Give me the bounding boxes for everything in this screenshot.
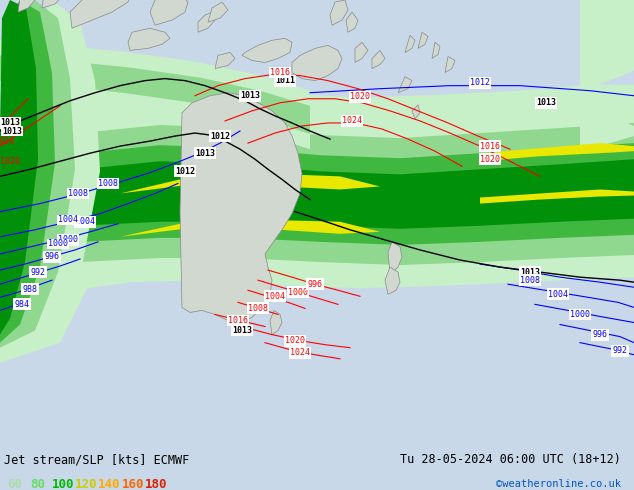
Polygon shape [0, 2, 100, 358]
Text: 1000: 1000 [58, 235, 78, 245]
Text: 1011: 1011 [275, 76, 295, 85]
Polygon shape [0, 123, 634, 275]
Text: 100: 100 [52, 478, 74, 490]
Polygon shape [372, 50, 385, 69]
Text: 1012: 1012 [470, 78, 490, 87]
Polygon shape [42, 0, 62, 8]
Polygon shape [70, 0, 130, 28]
Polygon shape [0, 0, 75, 348]
Text: 180: 180 [145, 478, 167, 490]
Polygon shape [292, 46, 342, 81]
Polygon shape [580, 0, 634, 151]
Text: 996: 996 [44, 252, 60, 262]
Text: 992: 992 [612, 346, 628, 355]
Text: ©weatheronline.co.uk: ©weatheronline.co.uk [496, 479, 621, 490]
Polygon shape [0, 159, 634, 239]
Text: 1000: 1000 [48, 240, 68, 248]
Text: 1013: 1013 [0, 119, 20, 127]
Polygon shape [150, 0, 188, 25]
Text: 1024: 1024 [290, 348, 310, 357]
Polygon shape [128, 28, 170, 50]
Text: 1016: 1016 [480, 142, 500, 150]
Polygon shape [445, 56, 455, 73]
Polygon shape [208, 2, 228, 22]
Polygon shape [418, 32, 428, 49]
Polygon shape [398, 76, 412, 93]
Text: 1013: 1013 [520, 268, 540, 277]
Text: 1016: 1016 [228, 316, 248, 325]
Polygon shape [0, 143, 634, 255]
Polygon shape [432, 42, 440, 58]
Text: 1004: 1004 [58, 215, 78, 224]
Text: 1020: 1020 [285, 336, 305, 345]
Text: 1013: 1013 [232, 326, 252, 335]
Text: 996: 996 [307, 280, 323, 289]
Polygon shape [18, 0, 35, 12]
Text: 160: 160 [122, 478, 144, 490]
Polygon shape [480, 143, 634, 203]
Text: 1020: 1020 [350, 92, 370, 101]
Text: Jet stream/SLP [kts] ECMWF: Jet stream/SLP [kts] ECMWF [4, 453, 190, 466]
Text: 1016: 1016 [270, 68, 290, 77]
Text: 984: 984 [15, 300, 30, 309]
Text: 1000: 1000 [570, 310, 590, 319]
Polygon shape [0, 0, 55, 343]
Text: 1012: 1012 [210, 131, 230, 141]
Text: 1013: 1013 [536, 98, 556, 107]
Polygon shape [0, 101, 634, 297]
Text: 1024: 1024 [342, 117, 362, 125]
Polygon shape [0, 85, 634, 159]
Text: Tu 28-05-2024 06:00 UTC (18+12): Tu 28-05-2024 06:00 UTC (18+12) [401, 453, 621, 466]
Polygon shape [242, 38, 292, 63]
Text: 1008: 1008 [520, 276, 540, 285]
Polygon shape [0, 40, 310, 149]
Text: 1004: 1004 [265, 292, 285, 301]
Polygon shape [198, 12, 215, 32]
Polygon shape [0, 55, 310, 134]
Polygon shape [346, 12, 358, 32]
Polygon shape [385, 267, 400, 294]
Text: 996: 996 [593, 330, 607, 339]
Text: 992: 992 [30, 268, 46, 277]
Text: 1020: 1020 [0, 157, 20, 166]
Text: 1020: 1020 [480, 155, 500, 164]
Text: 988: 988 [22, 285, 37, 294]
Polygon shape [270, 311, 282, 335]
Polygon shape [388, 242, 402, 274]
Text: 140: 140 [98, 478, 120, 490]
Text: 024: 024 [0, 137, 15, 146]
Text: 1008: 1008 [248, 304, 268, 313]
Text: 1004: 1004 [75, 217, 95, 226]
Text: 1004: 1004 [548, 290, 568, 299]
Polygon shape [0, 222, 634, 311]
Polygon shape [0, 5, 78, 353]
Polygon shape [0, 0, 38, 335]
Polygon shape [120, 173, 380, 237]
Text: 1012: 1012 [175, 167, 195, 176]
Polygon shape [180, 93, 302, 322]
Text: 1000: 1000 [288, 288, 308, 297]
Polygon shape [355, 42, 368, 63]
Text: 80: 80 [30, 478, 46, 490]
Text: 1008: 1008 [68, 189, 88, 198]
Text: 1013: 1013 [195, 148, 215, 158]
Polygon shape [405, 35, 415, 52]
Text: 120: 120 [75, 478, 97, 490]
Polygon shape [412, 105, 420, 119]
Polygon shape [0, 10, 100, 363]
Text: 1013: 1013 [240, 91, 260, 100]
Text: 1013: 1013 [2, 126, 22, 136]
Polygon shape [215, 52, 235, 69]
Text: 60: 60 [8, 478, 23, 490]
Polygon shape [330, 0, 348, 25]
Text: 1008: 1008 [98, 179, 118, 188]
